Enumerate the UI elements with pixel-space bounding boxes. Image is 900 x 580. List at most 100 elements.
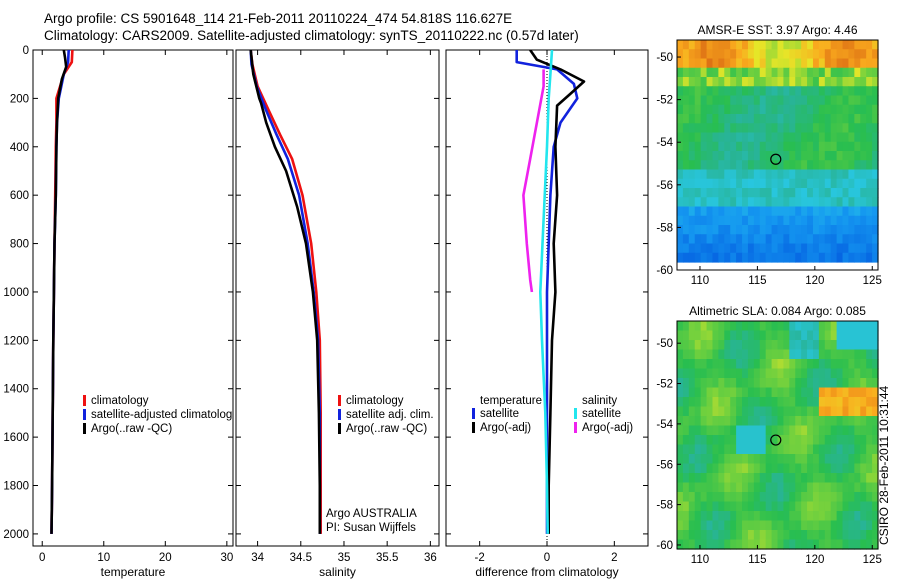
sst-map-cell [860, 123, 867, 134]
sla-map-cell [866, 368, 873, 379]
sla-map-cell [783, 530, 790, 541]
sla-map-cell [842, 492, 850, 503]
sst-map-ytick-label: -56 [656, 180, 673, 192]
sla-map-cell [830, 330, 838, 341]
sla-map-ytick-label: -58 [656, 500, 673, 512]
sla-map-cell [742, 349, 749, 360]
sla-map-cell [724, 397, 731, 408]
sla-map-cell [712, 463, 719, 474]
sla-map-cell [830, 482, 838, 493]
sst-map-cell [872, 178, 879, 189]
difference-series-temperature-argo-adj- [529, 50, 586, 534]
sla-map-cell [730, 406, 737, 417]
sst-map-cell [795, 58, 802, 69]
sst-map-cell [872, 243, 879, 254]
sst-map-cell [818, 104, 826, 115]
sst-map-cell [812, 40, 820, 50]
sst-map-cell [700, 206, 708, 217]
sst-map-cell [694, 123, 702, 134]
sst-map-cell [872, 95, 879, 106]
sla-map-cell [818, 520, 826, 531]
sla-map-cell [860, 406, 867, 417]
sla-map-cell [789, 444, 796, 455]
sst-map-cell [848, 243, 855, 254]
sst-map-cell [807, 234, 814, 245]
temperature-ytick-label: 800 [10, 239, 29, 251]
sla-map-cell [818, 425, 826, 436]
sst-map-cell [824, 225, 832, 235]
sla-map-cell [753, 492, 761, 503]
sst-map-cell [753, 49, 761, 60]
sst-map-cell [730, 206, 737, 217]
sla-map-cell [872, 435, 879, 446]
sla-map-cell [677, 530, 684, 541]
sst-map-cell [824, 252, 832, 263]
sst-map-xtick-label: 110 [691, 275, 709, 287]
sst-map-cell [830, 234, 838, 245]
sla-map-cell [694, 359, 702, 370]
sst-map-cell [777, 114, 785, 124]
sst-map-cell [759, 151, 767, 161]
sst-map-cell [789, 225, 796, 235]
sla-map-cell [872, 359, 879, 370]
sst-map-cell [872, 188, 879, 198]
sst-map-ytick-label: -58 [656, 222, 673, 234]
sst-map-cell [872, 114, 879, 124]
sla-map-cell [759, 482, 767, 493]
sla-map-cell [736, 435, 743, 446]
sst-map-cell [736, 132, 743, 143]
sst-map-cell [759, 40, 767, 50]
sla-map-cell [801, 444, 808, 455]
sla-map-cell [682, 368, 690, 379]
sst-map-cell [854, 77, 861, 87]
sst-map-cell [848, 215, 855, 226]
sst-map-cell [765, 151, 773, 161]
sst-map-cell [700, 234, 708, 245]
sst-map-cell [730, 40, 737, 50]
sst-map-cell [718, 178, 725, 189]
sst-map-cell [753, 215, 761, 226]
sla-map-cell [801, 501, 808, 512]
sst-map-cell [742, 243, 749, 254]
sla-map-cell [771, 321, 779, 332]
sst-map-cell [848, 95, 855, 106]
sst-map-cell [795, 49, 802, 60]
sst-map-cell [783, 104, 790, 115]
sla-map-cell [854, 368, 861, 379]
sla-map-cell [872, 368, 879, 379]
sla-map-cell [854, 501, 861, 512]
sst-map-cell [753, 234, 761, 245]
sst-map-cell [677, 77, 684, 87]
sst-map-cell [765, 67, 773, 78]
sla-map-ytick-label: -54 [656, 419, 673, 431]
sst-map-cell [742, 225, 749, 235]
sla-map-cell [807, 406, 814, 417]
sla-map-cell [724, 511, 731, 522]
sst-map-cell [718, 160, 725, 171]
sst-map-cell [789, 178, 796, 189]
sla-map-cell [836, 368, 844, 379]
sla-map-cell [747, 321, 755, 332]
sla-map-cell [842, 321, 850, 332]
sst-map-cell [783, 114, 790, 124]
sst-map-cell [795, 104, 802, 115]
sla-map-cell [718, 511, 725, 522]
sla-map-cell [742, 482, 749, 493]
sla-map-cell [706, 378, 714, 389]
sst-map-cell [682, 151, 690, 161]
sst-map-cell [747, 169, 755, 180]
sst-map-cell [694, 49, 702, 60]
sst-map-cell [807, 252, 814, 263]
sla-map-cell [848, 463, 855, 474]
sst-map-cell [753, 132, 761, 143]
sst-map-cell [730, 49, 737, 60]
sla-map-cell [842, 539, 850, 550]
sla-map-cell [854, 482, 861, 493]
temperature-legend-entry-text: climatology [91, 395, 149, 407]
sst-map-cell [854, 58, 861, 69]
sst-map-cell [818, 234, 826, 245]
sla-map-cell [694, 425, 702, 436]
sla-map-cell [736, 454, 743, 465]
sla-map-cell [848, 435, 855, 446]
sla-map-cell [848, 378, 855, 389]
